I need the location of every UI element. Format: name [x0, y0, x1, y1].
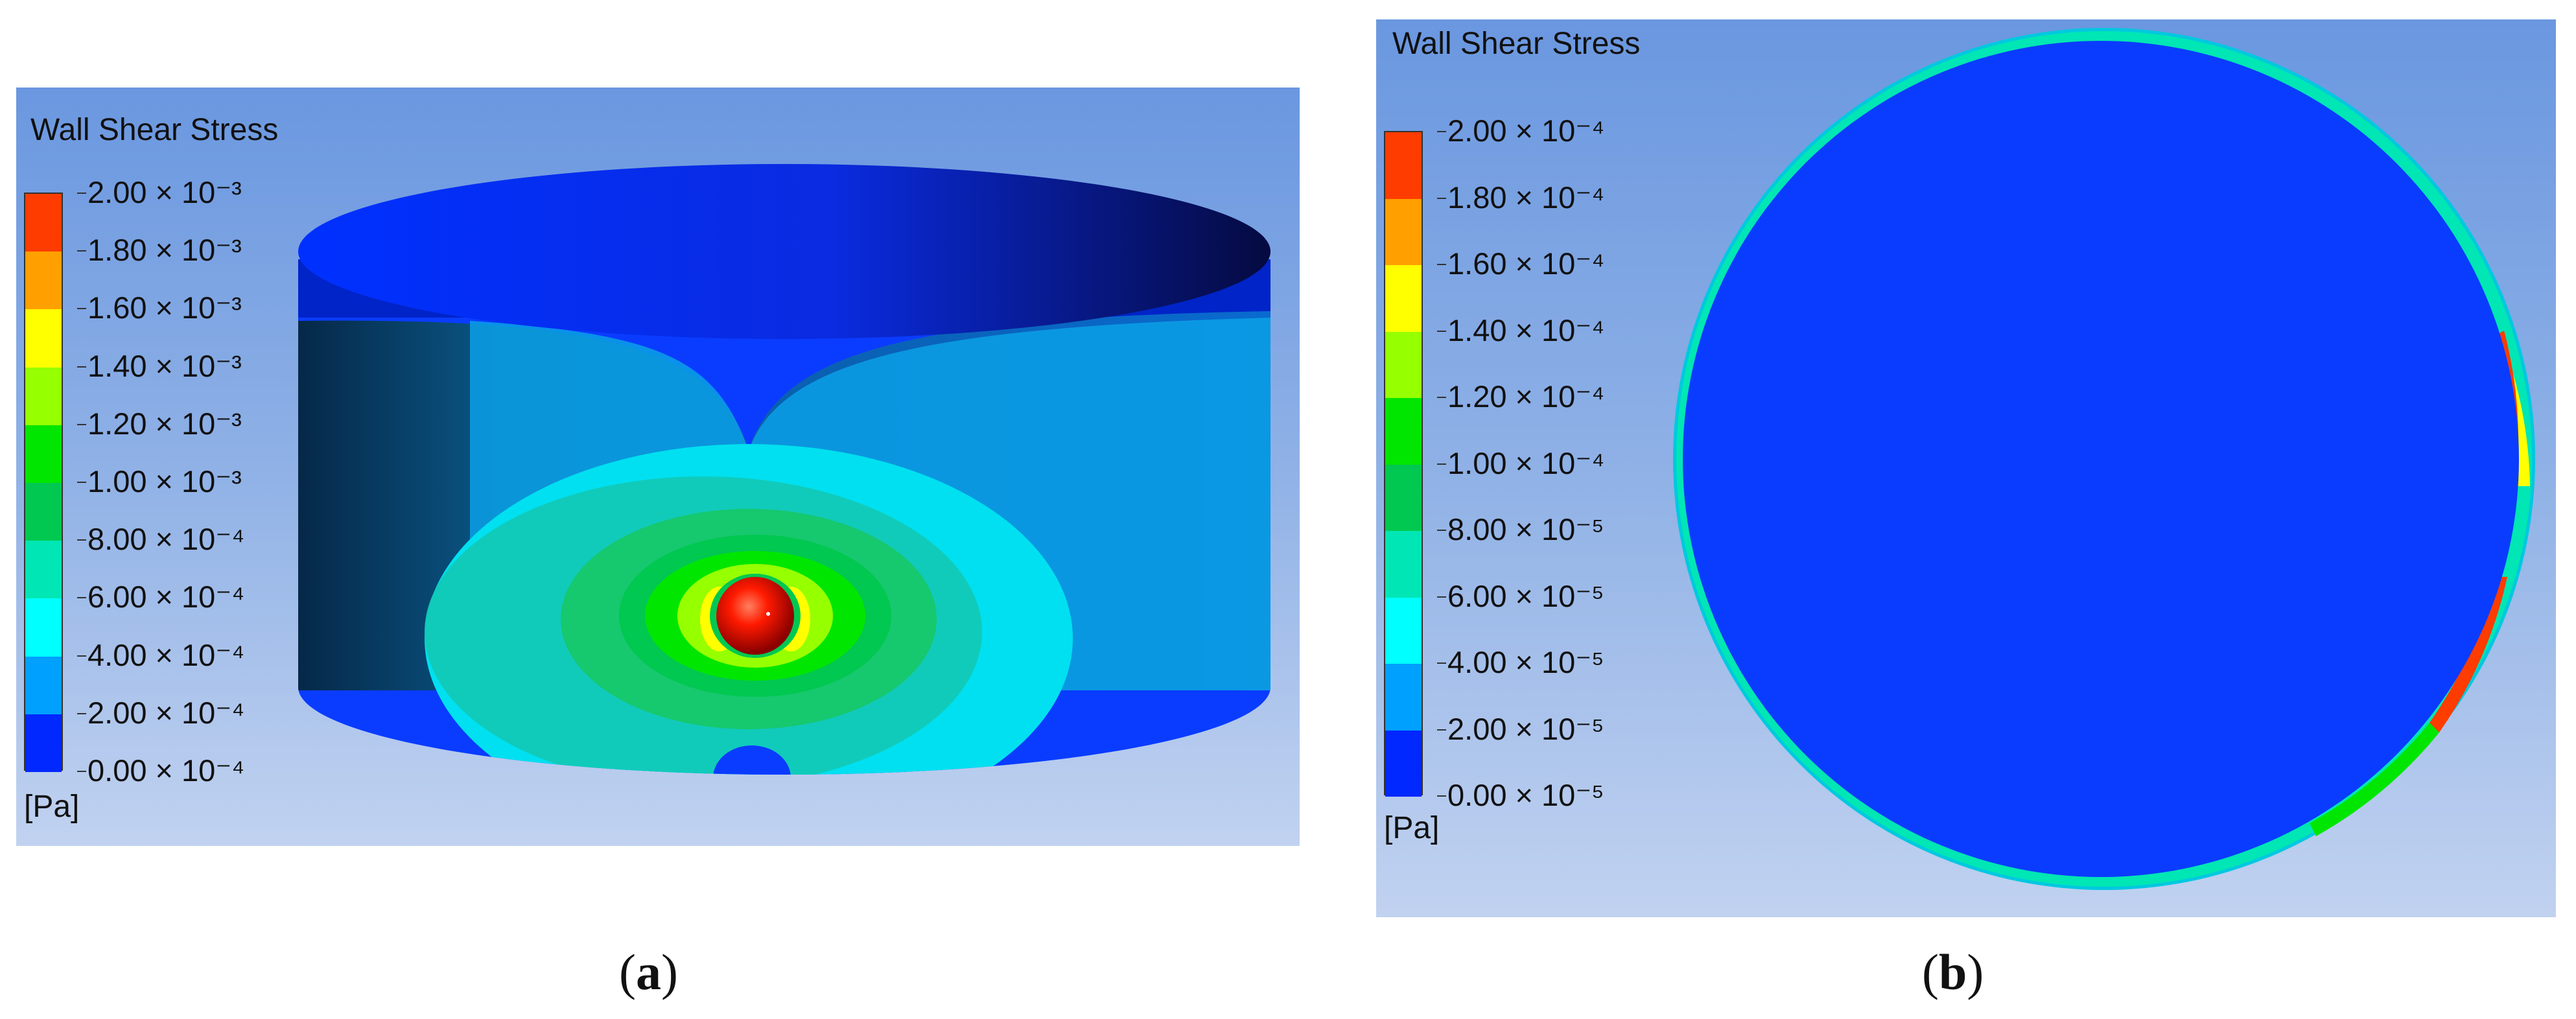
caption-b: (b) — [1922, 944, 1984, 1000]
cylinder-top-surface — [298, 164, 1270, 339]
legend-title: Wall Shear Stress — [1392, 27, 1641, 61]
legend-color-band — [1385, 464, 1422, 531]
legend-tick-label: 1.80 × 10⁻⁴ — [1447, 180, 1605, 215]
legend-color-band — [1385, 597, 1422, 664]
legend-color-band — [25, 714, 62, 772]
legend-color-band — [1385, 531, 1422, 598]
legend-tick-label: 1.80 × 10⁻³ — [88, 233, 242, 268]
legend-tick-mark — [77, 250, 86, 252]
legend-tick-mark — [77, 771, 86, 772]
panel-b-top-view: Wall Shear Stress 2.00 × 10⁻⁴ 1.80 × 10⁻⁴… — [1376, 19, 2556, 917]
legend-title: Wall Shear Stress — [30, 113, 279, 147]
legend-tick-label: 2.00 × 10⁻⁴ — [1447, 113, 1605, 148]
legend-color-band — [25, 656, 62, 714]
legend-color-band — [1385, 265, 1422, 332]
disc-surface — [1683, 41, 2519, 877]
panel-a-cylinder-view: Wall Shear Stress 2.00 × 10⁻³ 1.80 × 10⁻³… — [16, 88, 1300, 846]
legend-tick-mark — [1437, 530, 1446, 531]
sphere — [716, 577, 794, 655]
legend-color-band — [1385, 132, 1422, 199]
legend-tick-label: 1.20 × 10⁻³ — [88, 406, 242, 441]
legend-color-band — [25, 367, 62, 425]
legend-tick-label: 1.40 × 10⁻⁴ — [1447, 312, 1605, 347]
legend-tick-label: 2.00 × 10⁻⁵ — [1447, 711, 1604, 746]
color-legend-bar — [24, 193, 63, 772]
legend-tick-label: 1.40 × 10⁻³ — [88, 348, 242, 383]
legend-tick-mark — [1437, 729, 1446, 731]
legend-color-band — [1385, 198, 1422, 265]
cylinder-render — [298, 164, 1270, 775]
legend-color-band — [25, 541, 62, 599]
legend-color-band — [25, 482, 62, 541]
legend-tick-label: 2.00 × 10⁻⁴ — [88, 695, 245, 730]
legend-color-band — [1385, 331, 1422, 398]
color-legend-bar — [1384, 131, 1423, 797]
legend-tick-label: 0.00 × 10⁻⁴ — [88, 753, 245, 788]
legend-tick-mark — [77, 366, 86, 368]
legend-tick-mark — [1437, 330, 1446, 332]
legend-tick-mark — [1437, 463, 1446, 465]
legend-tick-mark — [1437, 662, 1446, 664]
legend-tick-mark — [77, 482, 86, 483]
legend-tick-mark — [1437, 131, 1446, 132]
legend-tick-mark — [1437, 397, 1446, 398]
legend-tick-mark — [1437, 197, 1446, 199]
legend-tick-label: 2.00 × 10⁻³ — [88, 175, 242, 209]
legend-tick-label: 6.00 × 10⁻⁴ — [88, 580, 245, 615]
legend-tick-label: 8.00 × 10⁻⁵ — [1447, 512, 1604, 546]
caption-a: (a) — [619, 944, 678, 1000]
legend-tick-mark — [77, 423, 86, 425]
legend-tick-label: 6.00 × 10⁻⁵ — [1447, 578, 1604, 613]
legend-tick-mark — [77, 539, 86, 541]
legend-tick-mark — [77, 712, 86, 714]
legend-tick-label: 1.60 × 10⁻⁴ — [1447, 246, 1605, 281]
legend-tick-label: 4.00 × 10⁻⁵ — [1447, 645, 1604, 679]
legend-tick-label: 1.20 × 10⁻⁴ — [1447, 379, 1605, 414]
legend-tick-mark — [77, 308, 86, 310]
legend-tick-label: 1.60 × 10⁻³ — [88, 290, 242, 325]
legend-color-band — [1385, 664, 1422, 731]
legend-color-band — [1385, 730, 1422, 797]
legend-tick-label: 1.00 × 10⁻³ — [88, 464, 242, 498]
legend-tick-label: 8.00 × 10⁻⁴ — [88, 522, 245, 557]
legend-color-band — [25, 309, 62, 368]
legend-tick-mark — [77, 193, 86, 194]
legend-unit: [Pa] — [24, 790, 80, 824]
disc-render — [1673, 28, 2535, 890]
legend-tick-mark — [1437, 795, 1446, 797]
legend-color-band — [25, 598, 62, 657]
legend-color-band — [1385, 398, 1422, 465]
legend-tick-mark — [77, 655, 86, 657]
legend-color-band — [25, 194, 62, 252]
legend-tick-label: 4.00 × 10⁻⁴ — [88, 637, 245, 672]
legend-color-band — [25, 425, 62, 483]
legend-unit: [Pa] — [1384, 811, 1440, 845]
legend-tick-label: 1.00 × 10⁻⁴ — [1447, 445, 1605, 480]
legend-color-band — [25, 252, 62, 310]
legend-tick-label: 0.00 × 10⁻⁵ — [1447, 778, 1604, 812]
legend-tick-mark — [1437, 264, 1446, 265]
legend-tick-mark — [1437, 596, 1446, 598]
legend-tick-mark — [77, 597, 86, 599]
